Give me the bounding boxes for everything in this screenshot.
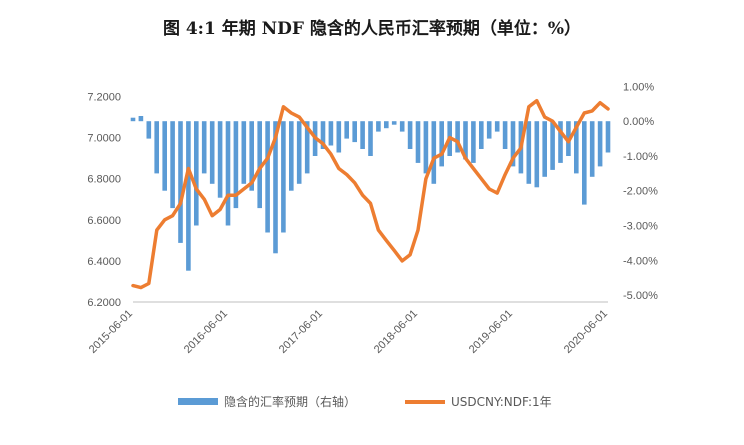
bar [320,121,326,149]
bar [146,121,152,139]
bar [439,121,444,167]
bar [209,121,215,184]
y-left-tick-label: 7.0000 [87,133,121,145]
bar [281,121,286,233]
legend: 隐含的汇率预期（右轴） USDCNY:NDF:1年 [178,394,552,409]
chart-title: 图 4:1 年期 NDF 隐含的人民币汇率预期（单位：%） [162,19,582,39]
bar [558,121,563,163]
y-right-tick-label: -1.00% [623,151,658,163]
bar [526,121,532,184]
x-tick-label: 2018-06-01 [372,308,420,356]
bar [233,121,239,209]
bar [249,121,254,191]
bar [471,121,476,163]
bar [194,121,199,226]
x-tick-label: 2017-06-01 [277,308,325,356]
y-left-tick-label: 6.8000 [87,174,121,186]
bar [296,121,302,184]
bar [344,121,349,139]
bar [605,121,611,153]
bar [534,121,540,188]
y-left-tick-label: 6.6000 [87,215,121,227]
y-right-tick-label: -2.00% [623,186,658,198]
bar [399,121,405,132]
bar [257,121,262,209]
bar [217,121,223,198]
bar [415,121,421,163]
bar [589,121,595,177]
bar [479,121,484,149]
bar [241,121,247,184]
bar [510,121,516,167]
y-left-tick-label: 7.2000 [87,92,121,104]
bar [178,121,183,243]
bar [463,121,468,160]
bar [170,121,175,209]
bar [368,121,373,156]
bar [494,121,500,132]
x-tick-label: 2015-06-01 [87,308,135,356]
y-right-tick-label: 0.00% [623,116,654,128]
bar [431,121,437,184]
x-tick-label: 2019-06-01 [467,308,515,356]
line-series [131,98,610,290]
bar [391,121,397,125]
x-tick-label: 2016-06-01 [182,308,230,356]
x-tick-label: 2020-06-01 [562,308,610,356]
bar [138,116,144,122]
bar [407,121,413,149]
bar-series [130,116,611,271]
bar [486,121,492,139]
bar [574,121,579,174]
bar [328,121,334,146]
y-right-tick-label: -4.00% [623,255,658,267]
bar [201,121,207,174]
bar [336,121,342,153]
bar [225,121,231,226]
bar [455,121,460,153]
bar [550,121,555,170]
bar [542,121,547,177]
bar [597,121,603,167]
bar [360,121,365,149]
y-left-tick-label: 6.4000 [87,256,121,268]
bar [265,121,270,233]
bar [423,121,429,174]
bar [130,117,136,122]
bar [376,121,381,132]
bar [502,121,508,149]
bar [162,121,167,191]
bar [304,121,310,174]
bar [289,121,294,191]
legend-label-bars: 隐含的汇率预期（右轴） [224,394,356,409]
bar [186,121,191,271]
legend-swatch-bars [178,398,218,405]
bar [582,121,587,205]
y-right-tick-label: 1.00% [623,81,654,93]
bar [384,121,389,129]
bar [352,121,357,143]
legend-label-line: USDCNY:NDF:1年 [451,395,552,409]
y-right-tick-label: -5.00% [623,290,658,302]
y-right-tick-label: -3.00% [623,221,658,233]
bar [273,121,278,254]
bar [154,121,159,174]
y-left-tick-label: 6.2000 [87,297,121,309]
